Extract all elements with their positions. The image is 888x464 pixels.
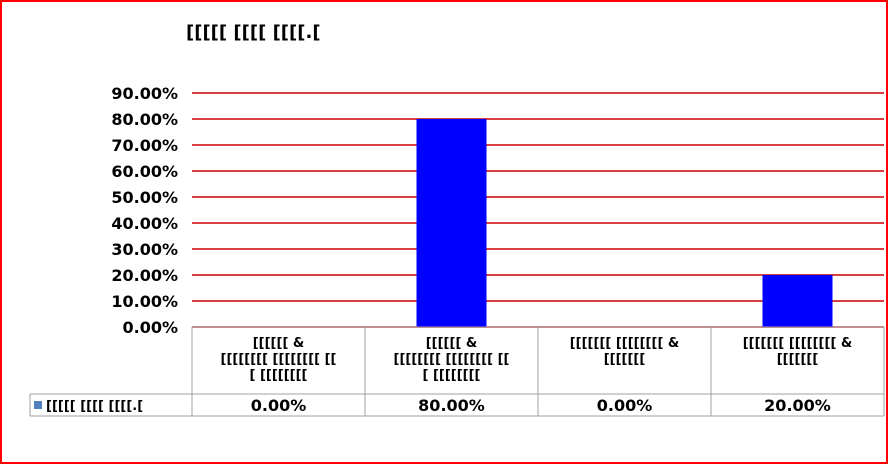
y-tick-label: 50.00% <box>111 188 178 207</box>
bar <box>762 275 833 327</box>
data-label: 80.00% <box>418 396 485 415</box>
legend-key <box>34 401 42 409</box>
category-label: [[[[[[[ [[[[[[[[ &[[[[[[[ <box>570 336 680 367</box>
y-tick-label: 90.00% <box>111 84 178 103</box>
y-tick-label: 10.00% <box>111 292 178 311</box>
y-tick-label: 0.00% <box>122 318 178 337</box>
category-label: [[[[[[ &[[[[[[[[ [[[[[[[[ [[[ [[[[[[[[ <box>221 336 337 383</box>
y-tick-label: 30.00% <box>111 240 178 259</box>
data-label: 0.00% <box>597 396 653 415</box>
y-tick-label: 20.00% <box>111 266 178 285</box>
legend-label: [[[[[ [[[[ [[[[.[ <box>46 399 143 414</box>
bar <box>416 119 487 327</box>
y-tick-label: 70.00% <box>111 136 178 155</box>
data-label: 20.00% <box>764 396 831 415</box>
chart-title: [[[[[ [[[[ [[[[.[ <box>186 22 321 43</box>
category-label: [[[[[[[ [[[[[[[[ &[[[[[[[ <box>743 336 853 367</box>
data-label: 0.00% <box>251 396 307 415</box>
y-tick-label: 60.00% <box>111 162 178 181</box>
y-tick-label: 80.00% <box>111 110 178 129</box>
category-label: [[[[[[ &[[[[[[[[ [[[[[[[[ [[[ [[[[[[[[ <box>394 336 510 383</box>
y-tick-label: 40.00% <box>111 214 178 233</box>
